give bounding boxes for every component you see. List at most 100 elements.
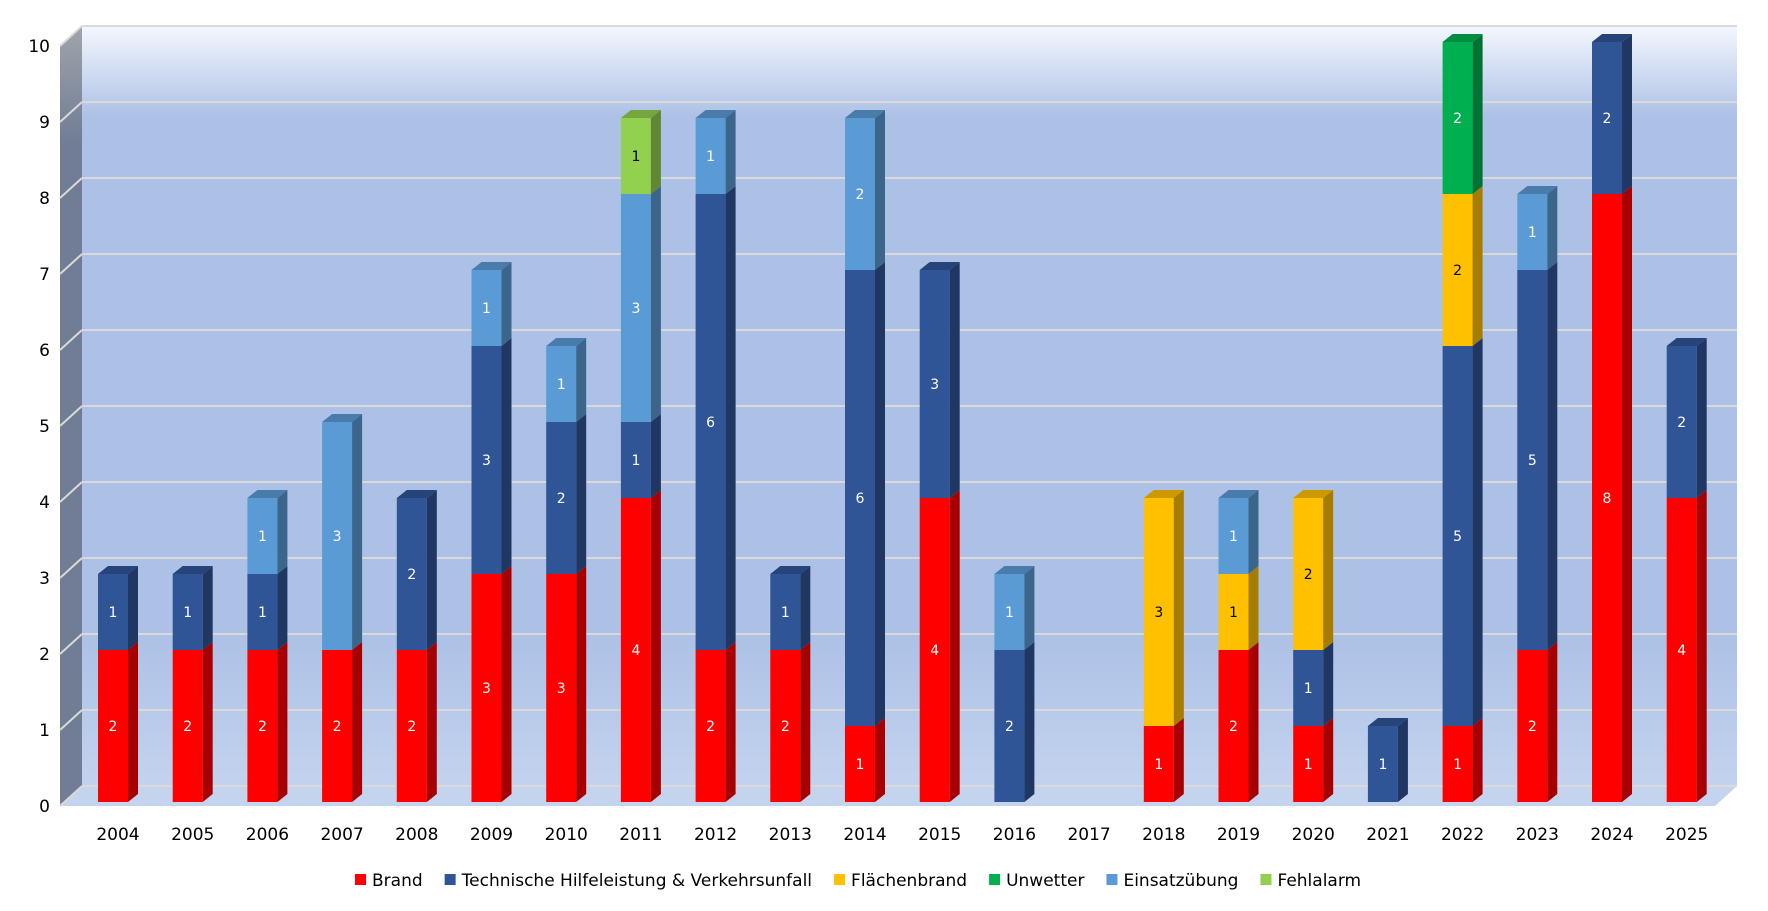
bar-segment-side <box>1323 490 1334 650</box>
y-tick-label: 1 <box>39 721 50 741</box>
y-tick-label: 0 <box>39 797 50 817</box>
bar-segment-side <box>1248 642 1259 802</box>
bar-segment <box>1442 346 1473 726</box>
bar-segment <box>1442 42 1473 194</box>
data-label: 1 <box>1229 605 1238 621</box>
bar-segment <box>994 574 1025 650</box>
data-label: 1 <box>1154 757 1163 773</box>
data-label: 1 <box>706 149 715 165</box>
data-label: 1 <box>258 529 267 545</box>
x-tick-label: 2008 <box>395 825 438 845</box>
legend-label: Einsatzübung <box>1123 871 1238 891</box>
bar-stack-2007: 23 <box>322 414 363 802</box>
bar-segment <box>98 650 128 802</box>
data-label: 1 <box>856 757 865 773</box>
bar-stack-2010: 3 2 1 <box>546 338 587 802</box>
data-label: 6 <box>856 491 865 507</box>
bar-segment-top <box>471 262 512 270</box>
bar-segment-side <box>1397 718 1408 802</box>
x-tick-label: 2010 <box>545 825 588 845</box>
data-label: 4 <box>1677 643 1686 659</box>
bar-segment <box>172 650 203 802</box>
bar-segment <box>1666 498 1697 802</box>
bar-segment <box>1367 726 1398 802</box>
bar-segment-top <box>1442 34 1483 42</box>
bar-segment <box>620 118 651 194</box>
data-label: 1 <box>258 605 267 621</box>
bar-segment-top <box>1592 34 1632 42</box>
bar-segment <box>1517 194 1548 270</box>
bar-segment <box>396 498 427 650</box>
data-label: 2 <box>1677 415 1686 431</box>
bar-segment-top <box>919 262 960 270</box>
x-tick-label: 2019 <box>1217 825 1260 845</box>
bar-segment <box>845 270 875 726</box>
gridline-side <box>59 405 83 427</box>
legend-label: Technische Hilfeleistung & Verkehrsunfal… <box>461 871 812 891</box>
bar-stack-2020: 1 1 2 <box>1293 490 1334 802</box>
y-tick-label: 8 <box>39 189 50 209</box>
legend-item: Einsatzübung <box>1106 871 1238 891</box>
gridline-side <box>59 481 83 503</box>
bar-stack-2025: 42 <box>1666 338 1707 802</box>
data-label: 2 <box>183 719 192 735</box>
bar-segment-side <box>1323 642 1334 726</box>
legend-swatch <box>1106 874 1118 885</box>
bar-segment <box>471 270 502 346</box>
data-label: 3 <box>631 301 640 317</box>
bar-stack-2014: 1 6 2 <box>845 110 885 802</box>
bar-segment <box>1517 270 1548 650</box>
data-label: 5 <box>1528 453 1537 469</box>
bar-segment-side <box>202 566 213 650</box>
bar-segment <box>845 726 875 802</box>
bar-segment <box>1218 498 1249 574</box>
bar-segment <box>620 194 651 422</box>
bar-segment-top <box>770 566 811 574</box>
data-label: 2 <box>333 719 342 735</box>
bar-segment-side <box>1547 262 1558 650</box>
gridline-side <box>59 709 83 731</box>
bar-segment-side <box>1323 718 1334 802</box>
bar-segment-top <box>1218 490 1259 498</box>
data-label: 2 <box>557 491 566 507</box>
data-label: 1 <box>1378 757 1387 773</box>
bar-segment <box>1442 726 1473 802</box>
data-label: 2 <box>1603 111 1612 127</box>
x-tick-label: 2014 <box>843 825 886 845</box>
x-tick-label: 2022 <box>1441 825 1484 845</box>
bar-stack-2011: 4 1 3 1 <box>620 110 661 802</box>
bar-segment-top <box>247 490 288 498</box>
bar-segment <box>1293 498 1324 650</box>
bar-stack-2006: 2 1 1 <box>247 490 288 802</box>
bar-segment <box>1218 574 1249 650</box>
bar-segment-side <box>949 490 960 802</box>
data-label: 1 <box>183 605 192 621</box>
data-label: 3 <box>930 377 939 393</box>
legend-swatch <box>355 874 366 885</box>
x-tick-label: 2009 <box>470 825 513 845</box>
x-tick-label: 2006 <box>246 825 289 845</box>
bar-stack-2023: 2 5 1 <box>1517 186 1558 802</box>
bar-segment <box>546 422 577 574</box>
bar-segment-side <box>426 642 437 802</box>
bar-segment-side <box>277 566 288 650</box>
bar-segment-side <box>1173 718 1184 802</box>
bar-stack-2008: 22 <box>396 490 437 802</box>
bar-segment-top <box>322 414 363 422</box>
bar-segment <box>1143 498 1174 726</box>
data-label: 4 <box>631 643 640 659</box>
bar-stack-2004: 21 <box>98 566 138 802</box>
bar-segment-side <box>128 566 138 650</box>
bar-stack-2019: 2 1 1 <box>1218 490 1259 802</box>
bar-segment <box>247 574 278 650</box>
bar-segment-side <box>725 642 736 802</box>
bar-segment-side <box>1248 490 1259 574</box>
bar-stack-2016: 21 <box>994 566 1035 802</box>
bar-segment-side <box>1024 642 1035 802</box>
bar-stack-2015: 43 <box>919 262 960 802</box>
x-tick-label: 2024 <box>1590 825 1633 845</box>
gridline-side <box>59 177 83 199</box>
bar-segment-side <box>1547 642 1558 802</box>
bar-segment <box>1592 42 1622 194</box>
